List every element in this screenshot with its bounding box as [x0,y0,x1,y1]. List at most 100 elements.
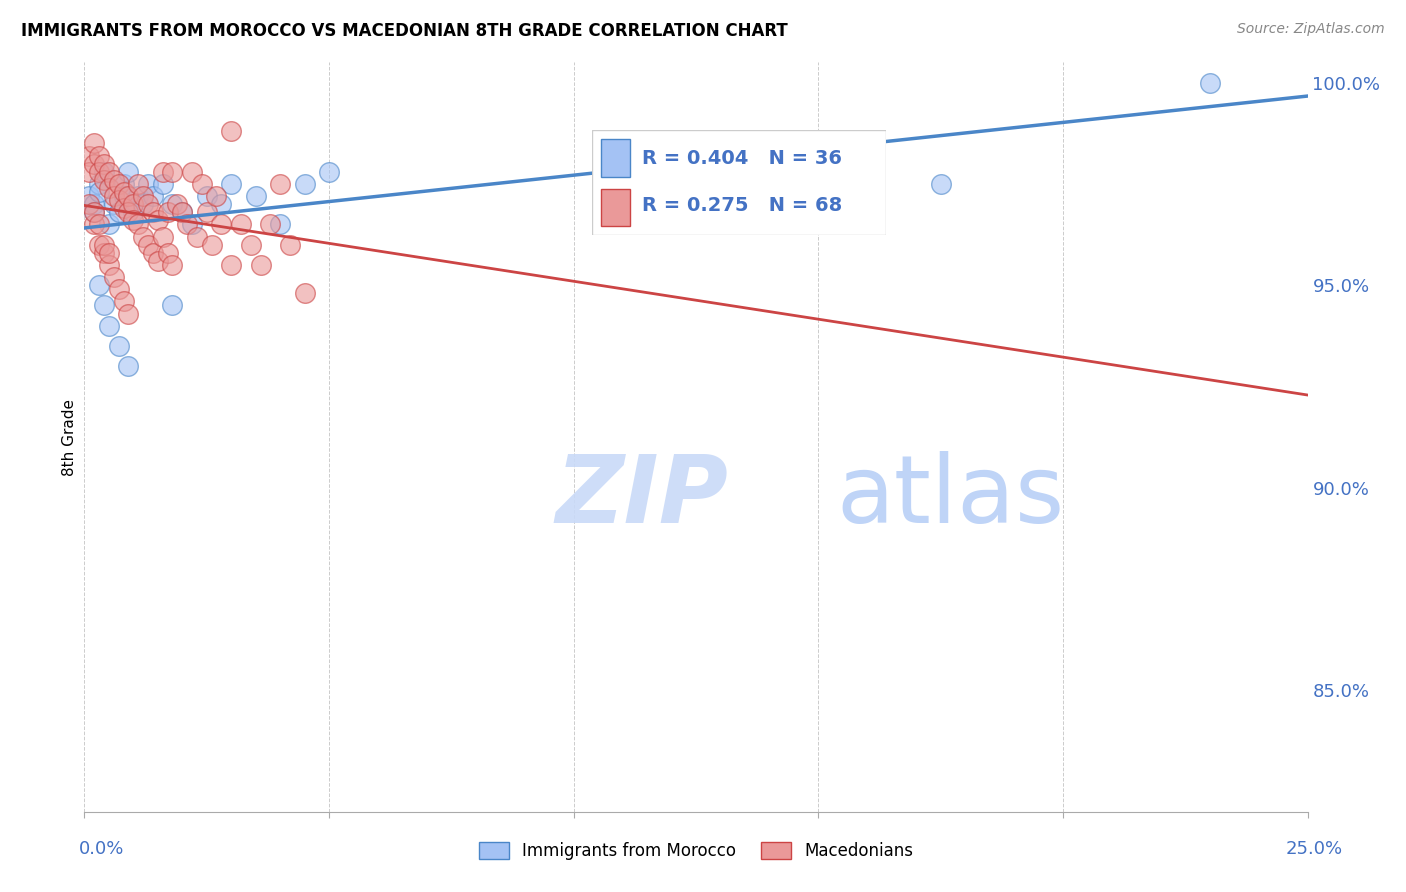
Point [107,339,129,353]
Text: 0.0%: 0.0% [79,840,124,858]
Point [87,185,110,199]
Point [209,218,232,232]
Point [112,201,135,215]
Point [146,253,169,268]
Point [181,165,204,179]
Point [146,213,169,227]
Point [269,218,291,232]
Point [112,189,135,203]
Point [142,189,165,203]
Point [195,189,218,203]
Point [1198,76,1220,90]
Point [83,136,105,151]
Point [103,270,125,285]
Point [122,197,145,211]
Point [294,177,316,191]
Point [87,278,110,293]
Text: IMMIGRANTS FROM MOROCCO VS MACEDONIAN 8TH GRADE CORRELATION CHART: IMMIGRANTS FROM MOROCCO VS MACEDONIAN 8T… [21,22,787,40]
Point [195,205,218,219]
Point [318,165,340,179]
Point [117,165,139,179]
Point [93,245,115,260]
Point [87,218,110,232]
Point [219,177,242,191]
Legend: Immigrants from Morocco, Macedonians: Immigrants from Morocco, Macedonians [472,836,920,867]
Point [142,205,165,219]
Point [219,124,242,138]
Point [83,218,105,232]
Point [172,205,194,219]
Point [152,229,174,244]
Point [172,205,194,219]
Point [239,237,262,252]
Point [77,148,100,162]
Point [93,298,115,312]
Point [97,181,120,195]
Point [122,205,145,219]
Point [162,197,184,211]
Point [103,173,125,187]
Point [93,237,115,252]
Point [132,189,155,203]
Point [107,205,129,219]
Point [107,177,129,191]
Point [929,177,952,191]
Point [77,197,100,211]
Point [93,173,115,187]
Point [162,165,184,179]
Point [259,218,281,232]
Point [176,218,198,232]
Point [205,189,228,203]
Point [83,157,105,171]
Point [181,218,204,232]
Point [122,213,145,227]
Point [152,165,174,179]
Point [162,258,184,272]
Point [294,286,316,301]
Text: 25.0%: 25.0% [1286,840,1343,858]
Point [93,157,115,171]
Point [219,258,242,272]
Point [136,237,159,252]
Point [112,185,135,199]
Point [112,177,135,191]
Point [117,189,139,203]
Point [97,258,120,272]
Text: ZIP: ZIP [555,451,728,543]
Point [156,205,179,219]
Point [132,229,155,244]
Point [249,258,271,272]
Point [83,197,105,211]
Point [229,218,252,232]
Point [97,318,120,333]
Point [278,237,301,252]
Text: atlas: atlas [837,451,1064,543]
Point [87,165,110,179]
Point [127,177,149,191]
Point [97,245,120,260]
Point [209,197,232,211]
Point [97,165,120,179]
Point [200,237,222,252]
Point [97,218,120,232]
Point [127,218,149,232]
Y-axis label: 8th Grade: 8th Grade [62,399,77,475]
Point [152,177,174,191]
Point [162,298,184,312]
Point [87,148,110,162]
Point [83,205,105,219]
Point [117,307,139,321]
Point [191,177,214,191]
Point [117,359,139,374]
Point [156,245,179,260]
Point [117,205,139,219]
Point [136,197,159,211]
Point [83,205,105,219]
Point [127,189,149,203]
Point [77,165,100,179]
Point [269,177,291,191]
Point [142,245,165,260]
Point [186,229,208,244]
Text: Source: ZipAtlas.com: Source: ZipAtlas.com [1237,22,1385,37]
Point [93,165,115,179]
